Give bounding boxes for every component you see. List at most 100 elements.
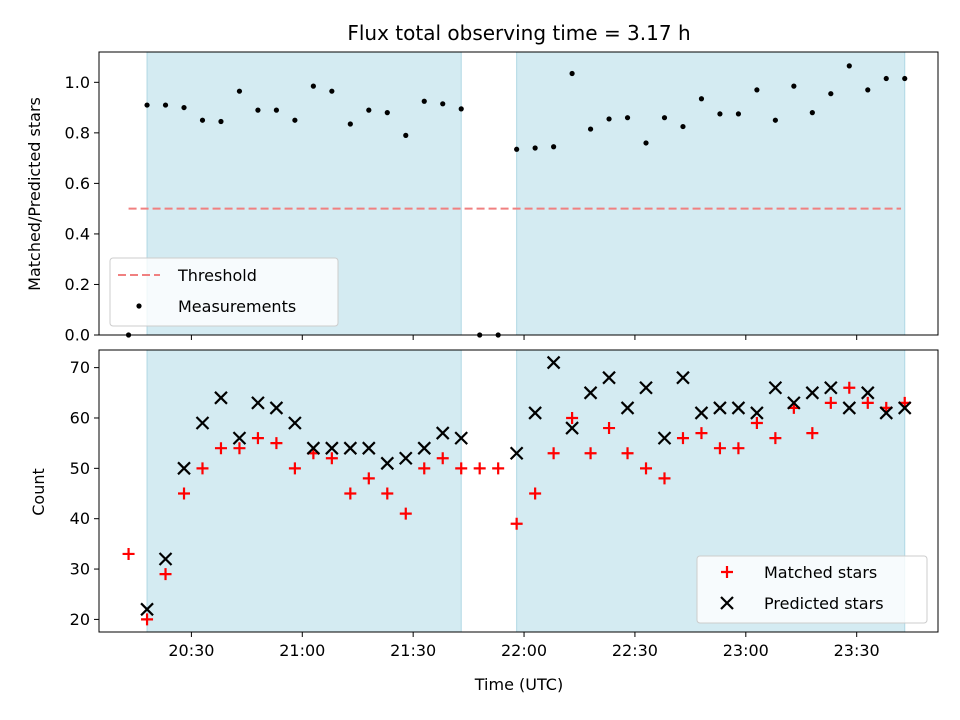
predicted-star-point <box>140 602 154 617</box>
predicted-star-point <box>232 431 247 445</box>
ratio-y-tick-label: 0.8 <box>65 123 90 142</box>
predicted-star-point <box>602 370 616 385</box>
matched-star-point <box>621 447 634 460</box>
predicted-star-point <box>288 416 302 430</box>
predicted-star-point <box>177 461 191 476</box>
ratio-y-tick-label: 0.0 <box>65 326 90 345</box>
ratio-panel: 0.0 0.2 0.4 0.6 0.8 1.0 <box>65 51 939 345</box>
matched-star-point <box>159 568 172 581</box>
predicted-star-point <box>454 431 468 445</box>
predicted-star-point <box>306 441 321 455</box>
x-tick-label: 21:30 <box>390 641 436 660</box>
x-tick-label: 23:00 <box>723 641 769 660</box>
x-axis-label: Time (UTC) <box>474 675 563 694</box>
ratio-y-tick-label: 1.0 <box>65 73 90 92</box>
predicted-star-point <box>528 406 542 420</box>
measurement-point <box>236 88 243 94</box>
predicted-star-point <box>251 396 265 410</box>
measurement-point <box>218 118 224 125</box>
predicted-star-point <box>435 426 450 440</box>
measurement-point <box>366 107 372 113</box>
measurement-point <box>624 115 631 121</box>
count-legend-box <box>696 555 928 624</box>
matched-star-point <box>288 462 301 475</box>
predicted-star-point <box>860 386 875 400</box>
matched-star-point <box>769 432 782 445</box>
count-y-tick-label: 70 <box>70 358 90 377</box>
measurement-point <box>791 83 797 89</box>
predicted-star-point <box>380 456 395 471</box>
count-y-tick-label: 40 <box>70 509 90 528</box>
ratio-markers <box>125 63 908 338</box>
legend-predicted-swatch <box>720 596 734 610</box>
count-axes-frame <box>98 349 939 633</box>
x-tick-label: 22:00 <box>501 641 547 660</box>
predicted-star-point <box>343 441 358 455</box>
count-y-tick-label: 30 <box>70 560 90 579</box>
ratio-y-axis-label: Matched/Predicted stars <box>25 97 44 291</box>
legend-threshold-label: Threshold <box>177 266 257 285</box>
measurement-point <box>329 88 335 94</box>
ratio-shaded-interval <box>516 52 905 335</box>
matched-star-point <box>806 427 819 440</box>
measurement-point <box>551 144 557 150</box>
legend-measurements-swatch <box>136 303 142 309</box>
measurement-point <box>809 110 815 116</box>
matched-star-point <box>381 487 394 500</box>
count-y-axis-label: Count <box>29 468 48 516</box>
x-tick-label: 21:00 <box>279 641 325 660</box>
matched-star-point <box>233 442 246 455</box>
matched-star-point <box>492 462 505 475</box>
matched-star-point <box>141 613 154 626</box>
predicted-star-point <box>879 406 894 420</box>
matched-star-point <box>344 487 357 500</box>
matched-star-point <box>584 447 597 460</box>
measurement-point <box>292 117 298 123</box>
predicted-star-point <box>824 380 838 395</box>
matched-star-point <box>640 462 653 475</box>
matched-star-point <box>362 472 375 485</box>
measurement-point <box>403 132 409 138</box>
matched-star-point <box>603 422 616 435</box>
measurement-point <box>902 75 908 82</box>
predicted-star-point <box>509 446 524 461</box>
predicted-star-point <box>362 441 376 455</box>
predicted-star-point <box>546 355 561 370</box>
measurement-point <box>828 91 834 97</box>
measurement-point <box>587 126 594 132</box>
matched-star-point <box>732 442 745 455</box>
measurement-point <box>162 102 169 108</box>
predicted-star-point <box>768 380 783 395</box>
ratio-y-tick-label: 0.4 <box>65 224 90 243</box>
count-y-tick-label: 50 <box>70 459 90 478</box>
count-markers <box>122 355 912 626</box>
matched-star-point <box>122 547 135 560</box>
predicted-star-point <box>657 431 672 445</box>
matched-star-point <box>824 396 837 409</box>
matched-star-point <box>510 517 523 530</box>
ratio-y-tick-label: 0.6 <box>65 174 90 193</box>
matched-star-point <box>750 417 763 430</box>
matched-star-point <box>455 462 468 475</box>
measurement-point <box>569 70 575 77</box>
ratio-y-tick-label: 0.2 <box>65 275 90 294</box>
measurement-point <box>883 75 889 82</box>
measurement-point <box>440 101 446 107</box>
measurement-point <box>421 98 427 104</box>
legend-measurements-label: Measurements <box>178 297 296 316</box>
measurement-point <box>717 111 723 117</box>
count-y-tick-label: 60 <box>70 408 90 427</box>
measurement-point <box>384 110 390 116</box>
x-tick-label: 22:30 <box>612 641 658 660</box>
predicted-star-point <box>325 441 339 455</box>
measurement-point <box>754 87 760 93</box>
predicted-star-point <box>417 441 432 455</box>
measurement-point <box>865 87 871 93</box>
predicted-star-point <box>842 401 857 415</box>
matched-star-point <box>178 487 191 500</box>
predicted-star-point <box>620 401 635 415</box>
measurement-point <box>347 121 353 127</box>
measurement-point <box>661 115 668 121</box>
measurement-point <box>772 117 778 123</box>
